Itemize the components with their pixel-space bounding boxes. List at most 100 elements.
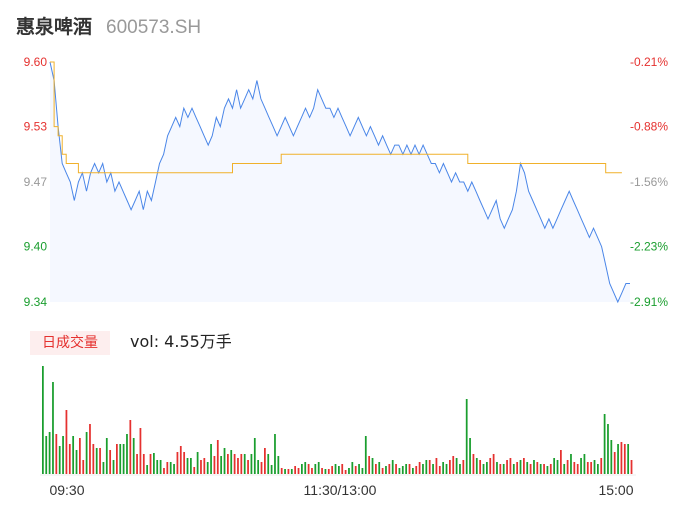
volume-bar: [512, 464, 515, 474]
volume-bar: [109, 450, 112, 474]
volume-bar: [502, 464, 505, 474]
volume-bar: [304, 462, 307, 474]
volume-bar: [240, 454, 243, 474]
volume-bar: [613, 452, 616, 474]
volume-bar: [250, 454, 253, 474]
volume-bar: [267, 454, 270, 474]
volume-bar: [425, 460, 428, 474]
volume-bar: [462, 460, 465, 474]
volume-bar: [227, 454, 229, 474]
volume-bar: [179, 446, 182, 474]
volume-bar: [472, 454, 475, 474]
volume-bar: [348, 468, 350, 474]
volume-bar: [455, 458, 458, 474]
volume-bar: [536, 462, 539, 474]
volume-bar: [65, 410, 68, 474]
volume-bar: [136, 454, 138, 474]
volume-readout: vol: 4.55万手: [130, 332, 232, 351]
price-tick-label: 9.40: [24, 240, 48, 254]
volume-bar: [418, 462, 421, 474]
time-tick-label: 09:30: [49, 482, 84, 498]
volume-bar: [163, 468, 165, 474]
volume-bar: [529, 464, 532, 474]
volume-bar: [247, 460, 249, 474]
price-tick-label: 9.53: [24, 120, 48, 134]
volume-bar: [264, 448, 266, 474]
volume-bar: [338, 466, 340, 474]
volume-bar: [156, 460, 159, 474]
volume-bar: [368, 456, 371, 474]
volume-bar: [489, 458, 492, 474]
volume-bar: [260, 462, 263, 474]
volume-bar: [327, 469, 330, 474]
volume-bar: [381, 468, 384, 474]
time-tick-label: 11:30/13:00: [304, 482, 377, 498]
volume-bar: [321, 468, 323, 474]
volume-bar: [314, 464, 317, 474]
volume-bar: [284, 469, 286, 474]
volume-bar: [317, 462, 320, 474]
volume-bar: [85, 432, 88, 474]
volume-bar: [586, 462, 589, 474]
volume-bar: [412, 468, 414, 474]
volume-bar: [301, 464, 303, 474]
volume-bar: [576, 464, 579, 474]
volume-bar: [270, 465, 273, 474]
pct-tick-label: -0.21%: [630, 55, 668, 69]
volume-bar: [452, 456, 455, 474]
volume-bar: [139, 428, 142, 474]
volume-bar: [68, 444, 71, 474]
volume-bar: [408, 464, 411, 474]
volume-bar: [583, 454, 586, 474]
volume-bar: [492, 454, 495, 474]
volume-bar: [99, 448, 101, 474]
volume-bar: [72, 436, 75, 474]
volume-bar: [55, 434, 58, 474]
volume-bar: [126, 434, 128, 474]
volume-bar: [223, 448, 226, 474]
volume-bar: [183, 452, 186, 474]
stock-header: 惠泉啤酒 600573.SH: [16, 12, 201, 40]
pct-tick-label: -0.88%: [630, 120, 668, 134]
volume-bar: [560, 450, 562, 474]
volume-bar: [553, 458, 556, 474]
volume-bar: [445, 464, 448, 474]
price-area: [50, 62, 630, 302]
volume-bar: [475, 458, 478, 474]
volume-bar: [213, 456, 216, 474]
volume-bar: [593, 460, 596, 474]
volume-bar: [287, 469, 290, 474]
volume-bar: [526, 462, 529, 474]
daily-volume-tab[interactable]: 日成交量: [30, 331, 110, 355]
price-tick-label: 9.47: [24, 175, 48, 189]
volume-bar: [401, 466, 404, 474]
volume-bar: [122, 444, 125, 474]
volume-bar: [146, 465, 149, 474]
volume-bar: [543, 464, 545, 474]
volume-bar: [280, 468, 283, 474]
volume-bar: [391, 460, 394, 474]
volume-bar: [499, 464, 502, 474]
volume-bar: [42, 366, 44, 474]
volume-bar: [459, 464, 461, 474]
price-tick-label: 9.34: [24, 295, 48, 309]
price-tick-label: 9.60: [24, 55, 48, 69]
volume-bar: [186, 458, 189, 474]
volume-bar: [496, 462, 498, 474]
volume-bar: [173, 464, 175, 474]
volume-bar: [415, 466, 418, 474]
volume-bar: [623, 444, 626, 474]
volume-bar: [237, 458, 239, 474]
volume-bar: [233, 454, 236, 474]
stock-code: 600573.SH: [106, 17, 202, 38]
volume-bar: [294, 466, 297, 474]
volume-bar: [398, 468, 401, 474]
volume-bar: [435, 458, 438, 474]
volume-bar: [82, 460, 85, 474]
volume-bar: [620, 442, 623, 474]
volume-bar: [438, 466, 441, 474]
volume-bar: [603, 414, 606, 474]
volume-bar: [486, 462, 488, 474]
volume-bar: [378, 462, 381, 474]
volume-bar: [482, 464, 485, 474]
